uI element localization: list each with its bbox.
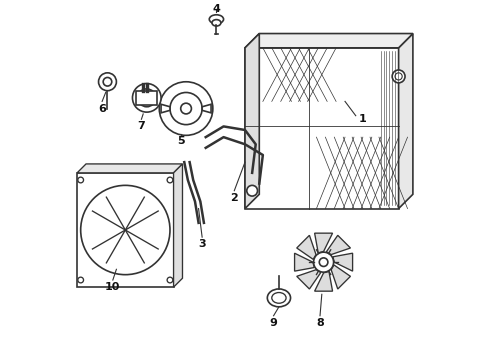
Polygon shape xyxy=(315,271,333,291)
Circle shape xyxy=(167,277,173,283)
Circle shape xyxy=(98,73,117,91)
Polygon shape xyxy=(294,253,314,271)
Polygon shape xyxy=(333,253,353,271)
Ellipse shape xyxy=(268,289,291,307)
Circle shape xyxy=(167,177,173,183)
Text: 5: 5 xyxy=(177,136,185,146)
Polygon shape xyxy=(202,104,211,113)
Circle shape xyxy=(138,89,156,107)
Circle shape xyxy=(132,84,161,112)
Polygon shape xyxy=(136,91,157,105)
Circle shape xyxy=(103,77,112,86)
Circle shape xyxy=(314,252,334,272)
Ellipse shape xyxy=(212,19,221,26)
Text: 2: 2 xyxy=(230,193,238,203)
Polygon shape xyxy=(331,265,350,289)
Text: 9: 9 xyxy=(270,318,277,328)
Polygon shape xyxy=(398,33,413,208)
Polygon shape xyxy=(245,33,413,48)
Polygon shape xyxy=(173,164,182,287)
Polygon shape xyxy=(315,233,333,253)
Text: 8: 8 xyxy=(316,318,324,328)
Circle shape xyxy=(81,185,170,275)
Text: 7: 7 xyxy=(138,121,145,131)
Circle shape xyxy=(170,93,202,125)
Text: 10: 10 xyxy=(105,282,121,292)
Circle shape xyxy=(319,258,328,266)
Polygon shape xyxy=(297,270,321,289)
Polygon shape xyxy=(245,48,398,208)
Text: 4: 4 xyxy=(213,4,220,14)
Ellipse shape xyxy=(272,293,286,303)
Polygon shape xyxy=(326,235,350,255)
Circle shape xyxy=(395,73,402,80)
Polygon shape xyxy=(245,33,259,208)
Polygon shape xyxy=(77,164,182,173)
Text: 3: 3 xyxy=(198,239,206,249)
Circle shape xyxy=(78,277,83,283)
Polygon shape xyxy=(77,173,173,287)
Polygon shape xyxy=(161,104,170,113)
Circle shape xyxy=(159,82,213,135)
Circle shape xyxy=(78,177,83,183)
Text: 6: 6 xyxy=(98,104,106,113)
Circle shape xyxy=(392,70,405,83)
Circle shape xyxy=(247,185,258,196)
Text: 1: 1 xyxy=(359,114,367,124)
Polygon shape xyxy=(297,235,316,260)
Ellipse shape xyxy=(209,15,223,24)
Circle shape xyxy=(181,103,192,114)
